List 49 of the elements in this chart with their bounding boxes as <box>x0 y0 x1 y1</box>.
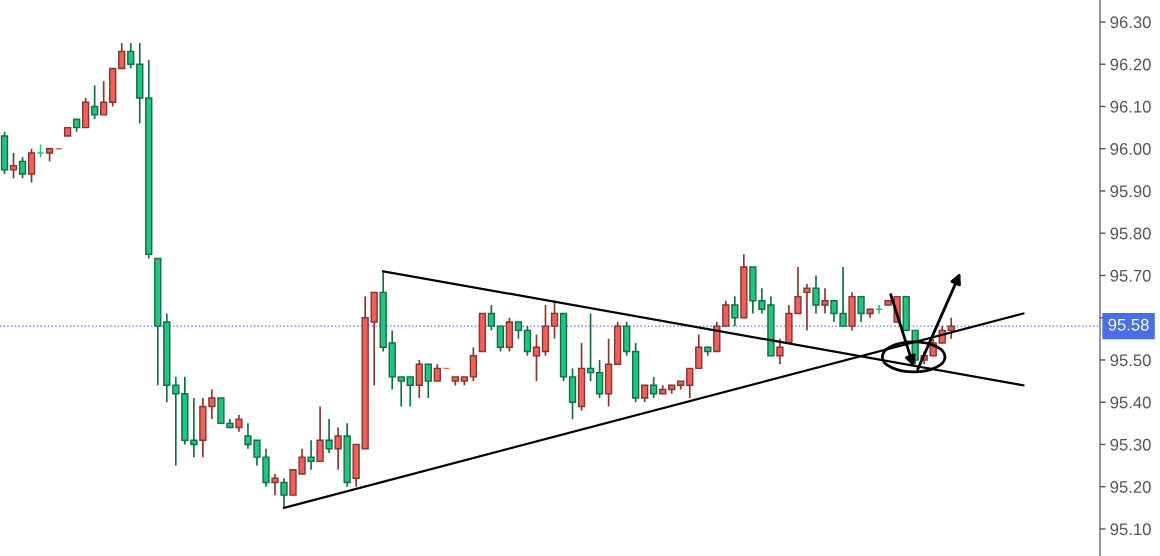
candlestick <box>271 473 279 496</box>
y-tick-label: 95.30 <box>1110 438 1151 451</box>
candlestick <box>9 152 18 180</box>
candlestick <box>803 283 811 332</box>
candlestick <box>650 376 658 399</box>
candlestick <box>415 359 423 399</box>
candlestick <box>27 147 36 184</box>
candlestick <box>496 325 505 353</box>
y-tick-label: 96.10 <box>1110 100 1151 113</box>
candlestick <box>91 84 99 120</box>
candlestick <box>821 287 829 315</box>
candlestick <box>695 333 703 370</box>
candlestick <box>280 477 288 509</box>
y-tick-label: 96.00 <box>1110 143 1151 155</box>
y-tick-label: 96.30 <box>1110 16 1151 29</box>
candlestick <box>812 274 820 315</box>
candlestick <box>776 338 784 366</box>
candlestick <box>532 333 541 382</box>
candlestick <box>172 376 180 467</box>
candlestick <box>127 42 135 70</box>
candlestick <box>325 418 333 454</box>
y-tick-label: 95.80 <box>1110 227 1151 240</box>
candlestick <box>316 405 324 463</box>
candlestick <box>523 325 532 357</box>
candlestick <box>686 367 694 399</box>
candlestick <box>469 346 478 382</box>
candlestick <box>307 439 315 471</box>
candlestick <box>18 156 27 180</box>
candlestick <box>397 376 405 408</box>
y-tick-label: 96.20 <box>1110 58 1151 71</box>
candlestick <box>586 312 595 382</box>
candlestick <box>487 304 496 332</box>
ref-line-label: 95.58 <box>1108 318 1149 331</box>
candlestick <box>857 295 865 323</box>
candlestick <box>595 359 604 399</box>
candlestick <box>722 299 730 327</box>
y-tick-label: 95.40 <box>1110 396 1151 409</box>
y-tick-label: 95.70 <box>1110 269 1151 282</box>
y-tick-label: 95.20 <box>1110 481 1151 493</box>
y-tick-label: 95.50 <box>1110 354 1151 367</box>
candlestick <box>731 295 739 327</box>
candlestick <box>424 363 432 399</box>
y-tick-label: 95.90 <box>1110 185 1151 198</box>
candlestick <box>100 80 108 116</box>
candlestick <box>118 42 126 70</box>
candlestick <box>406 376 414 408</box>
candlestick <box>334 426 342 471</box>
candlestick <box>947 316 955 340</box>
y-tick-label: 95.10 <box>1110 523 1151 536</box>
